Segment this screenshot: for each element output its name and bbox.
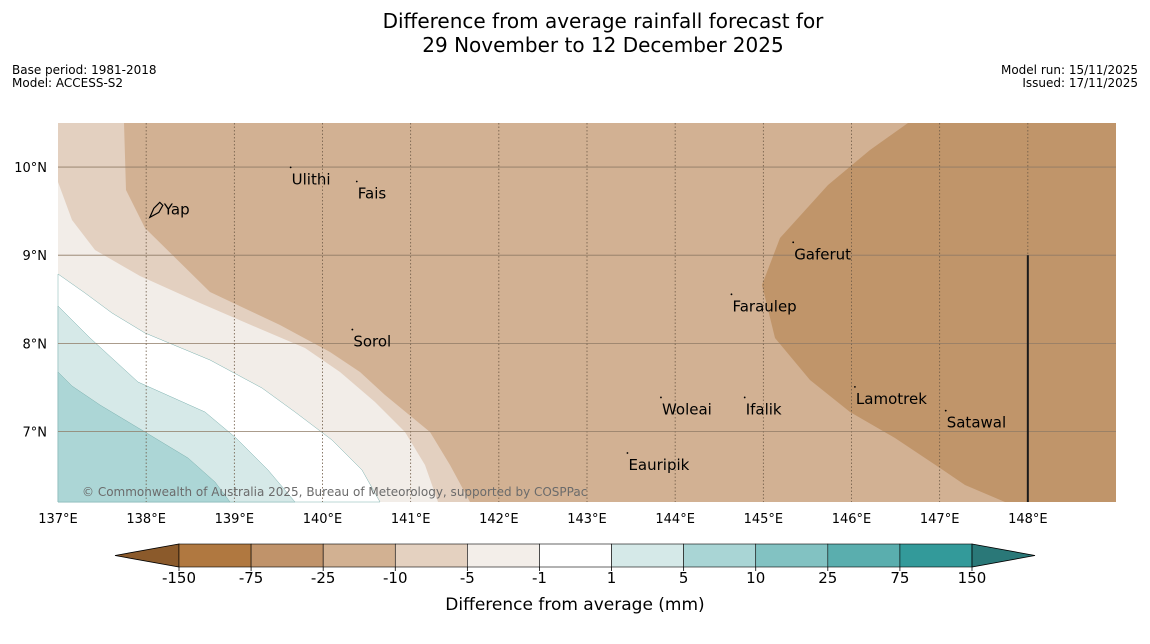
place-labels: Yap Ulithi Fais Gaferut Faraulep Sorol Woleai I… <box>148 166 1006 474</box>
lon-tick-label: 146°E <box>832 512 872 527</box>
colorbar-tick-label: -1 <box>532 569 547 587</box>
colorbar-swatch <box>250 543 324 568</box>
colorbar-tick-label: -25 <box>311 569 336 587</box>
place-label: Woleai <box>662 400 712 418</box>
colorbar-tick-label: 75 <box>890 569 909 587</box>
colorbar: -150 -75 -25 -10 -5 -1 1 5 10 25 75 150 <box>114 543 1036 587</box>
colorbar-swatch <box>755 543 829 568</box>
title-line-1: Difference from average rainfall forecas… <box>382 9 824 33</box>
base-period-text: Base period: 1981-2018 <box>12 63 157 77</box>
island-dot-icon <box>626 452 629 454</box>
colorbar-swatch <box>539 543 612 568</box>
colorbar-tick-label: 10 <box>746 569 765 587</box>
map-gridlines <box>58 123 1116 502</box>
colorbar-tick-label: 1 <box>607 569 617 587</box>
place-label: Satawal <box>947 414 1006 432</box>
island-dot-icon <box>944 409 947 412</box>
colorbar-swatch <box>683 543 757 568</box>
colorbar-swatch <box>394 543 468 568</box>
place-label: Sorol <box>353 333 391 351</box>
island-dot-icon <box>792 241 795 244</box>
lon-tick-label: 147°E <box>920 512 960 527</box>
colorbar-tick-label: 25 <box>818 569 837 587</box>
place-label: Ulithi <box>292 170 331 188</box>
island-dot-icon <box>660 396 662 399</box>
lon-tick-label: 138°E <box>126 512 166 527</box>
place-label: Ifalik <box>746 400 782 418</box>
place-label: Lamotrek <box>856 390 927 408</box>
lon-tick-label: 137°E <box>38 512 78 527</box>
place-label: Yap <box>163 200 190 218</box>
place-label: Eauripik <box>628 456 689 474</box>
island-dot-icon <box>355 180 358 183</box>
island-dot-icon <box>289 166 292 169</box>
place-label: Faraulep <box>732 297 796 315</box>
colorbar-tick-label: -150 <box>162 569 196 587</box>
yap-island-icon <box>148 201 164 219</box>
colorbar-swatch <box>827 543 901 568</box>
lat-tick-label: 7°N <box>23 425 48 440</box>
place-satawal: Satawal <box>944 409 1006 432</box>
colorbar-tick-label: 5 <box>679 569 689 587</box>
place-fais: Fais <box>355 180 387 203</box>
model-run-text: Model run: 15/11/2025 <box>1000 63 1138 77</box>
issued-text: Issued: 17/11/2025 <box>1022 76 1138 90</box>
lon-tick-label: 139°E <box>215 512 255 527</box>
lon-tick-label: 143°E <box>567 512 607 527</box>
island-dot-icon <box>743 396 746 399</box>
place-ifalik: Ifalik <box>743 396 782 418</box>
colorbar-title: Difference from average (mm) <box>445 595 704 615</box>
colorbar-tick-label: -75 <box>239 569 264 587</box>
meta-right: Model run: 15/11/2025 Issued: 17/11/2025 <box>1001 64 1138 90</box>
colorbar-swatch <box>899 543 973 568</box>
lat-tick-label: 9°N <box>23 249 48 264</box>
place-woleai: Woleai <box>660 396 712 418</box>
colorbar-tick-label: -10 <box>383 569 408 587</box>
map-title: Difference from average rainfall forecas… <box>0 9 1150 57</box>
axis-labels: 137°E 138°E 139°E 140°E 141°E 142°E 143°E 144°E… <box>14 161 1047 527</box>
colorbar-swatch <box>467 543 540 568</box>
colorbar-tick-label: 150 <box>958 569 987 587</box>
place-gaferut: Gaferut <box>792 241 851 263</box>
lon-tick-label: 144°E <box>655 512 695 527</box>
place-lamotrek: Lamotrek <box>854 385 927 408</box>
place-ulithi: Ulithi <box>289 166 331 188</box>
lon-tick-label: 145°E <box>744 512 784 527</box>
place-yap: Yap <box>148 200 190 219</box>
lon-tick-label: 148°E <box>1008 512 1048 527</box>
model-text: Model: ACCESS-S2 <box>12 76 124 90</box>
field-band-5-10 <box>57 371 231 503</box>
lon-tick-label: 142°E <box>479 512 519 527</box>
colorbar-swatch <box>611 543 684 568</box>
colorbar-under-arrow <box>114 543 180 568</box>
lat-tick-label: 10°N <box>14 161 47 176</box>
colorbar-swatch <box>322 543 396 568</box>
colorbar-over-arrow <box>971 543 1036 568</box>
lat-tick-label: 8°N <box>23 337 48 352</box>
colorbar-tick-label: -5 <box>460 569 475 587</box>
title-line-2: 29 November to 12 December 2025 <box>422 33 784 57</box>
place-eauripik: Eauripik <box>626 452 690 474</box>
colorbar-swatch <box>178 543 252 568</box>
place-label: Gaferut <box>794 245 851 263</box>
place-label: Fais <box>358 185 387 203</box>
lon-tick-label: 141°E <box>391 512 431 527</box>
meta-left: Base period: 1981-2018 Model: ACCESS-S2 <box>12 64 157 90</box>
copyright-text: © Commonwealth of Australia 2025, Bureau… <box>82 485 587 499</box>
lon-tick-label: 140°E <box>303 512 343 527</box>
island-dot-icon <box>854 385 856 388</box>
island-dot-icon <box>730 293 733 296</box>
place-sorol: Sorol <box>351 328 391 351</box>
island-dot-icon <box>351 328 354 331</box>
place-faraulep: Faraulep <box>730 293 797 315</box>
